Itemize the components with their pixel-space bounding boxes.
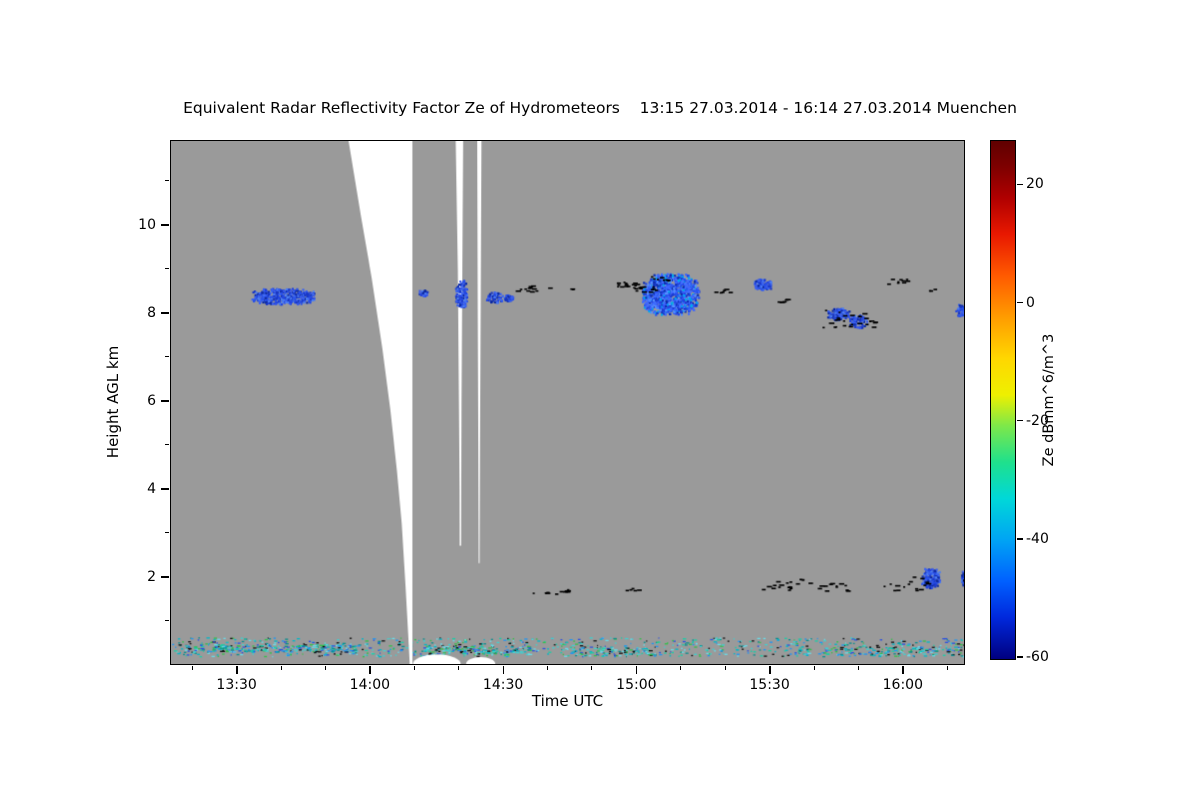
x-minor-tick-mark: [280, 666, 282, 670]
colorbar-tick-label: -40: [1026, 530, 1049, 547]
x-tick-mark: [502, 666, 505, 674]
y-tick-label: 8: [147, 304, 156, 321]
y-tick-mark: [161, 400, 169, 402]
y-tick-label: 10: [138, 216, 156, 233]
colorbar-tick-mark: [1017, 538, 1023, 540]
x-minor-tick-mark: [547, 666, 549, 670]
x-minor-tick-mark: [946, 666, 948, 670]
x-minor-tick-mark: [680, 666, 682, 670]
x-minor-tick-mark: [724, 666, 726, 670]
x-tick-mark: [635, 666, 638, 674]
colorbar-tick-label: 20: [1026, 176, 1044, 193]
colorbar-tick-label: -60: [1026, 649, 1049, 666]
x-minor-tick-mark: [591, 666, 593, 670]
x-axis-label: Time UTC: [531, 692, 604, 710]
y-tick-mark: [161, 576, 169, 578]
colorbar-tick-label: -20: [1026, 412, 1049, 429]
colorbar-tick-mark: [1017, 656, 1023, 658]
x-tick-label: 13:30: [216, 677, 257, 693]
x-minor-tick-mark: [324, 666, 326, 670]
x-tick-mark: [236, 666, 238, 674]
y-minor-tick-mark: [165, 180, 169, 182]
y-tick-label: 4: [147, 480, 156, 497]
x-minor-tick-mark: [191, 666, 193, 670]
x-tick-mark: [769, 666, 771, 674]
colorbar-tick-mark: [1017, 419, 1023, 422]
colorbar-tick-label: 0: [1026, 294, 1035, 311]
y-tick-label: 6: [147, 392, 156, 409]
plot-area: [170, 140, 965, 665]
x-tick-label: 14:00: [349, 677, 391, 693]
colorbar-label: Ze dBmm^6/m^3: [1041, 333, 1057, 467]
y-tick-label: 2: [147, 568, 156, 585]
y-minor-tick-mark: [165, 620, 169, 622]
x-minor-tick-mark: [857, 666, 859, 670]
x-tick-label: 14:30: [482, 677, 524, 693]
chart-title: Equivalent Radar Reflectivity Factor Ze …: [183, 99, 1017, 117]
y-minor-tick-mark: [165, 532, 169, 534]
x-minor-tick-mark: [413, 666, 415, 670]
x-minor-tick-mark: [813, 666, 815, 670]
y-tick-mark: [161, 312, 169, 314]
x-tick-label: 15:00: [616, 677, 657, 693]
y-tick-mark: [161, 488, 169, 490]
plot-canvas: [171, 141, 964, 664]
colorbar-tick-mark: [1017, 183, 1023, 186]
x-tick-label: 15:30: [749, 677, 790, 693]
y-minor-tick-mark: [165, 444, 169, 446]
x-tick-label: 16:00: [882, 677, 923, 693]
colorbar-gradient: [991, 141, 1015, 659]
colorbar-tick-mark: [1017, 301, 1023, 304]
y-minor-tick-mark: [165, 268, 169, 270]
x-tick-mark: [902, 666, 904, 674]
colorbar: [990, 140, 1016, 660]
y-minor-tick-mark: [165, 356, 169, 358]
x-tick-mark: [369, 666, 371, 674]
y-tick-mark: [161, 224, 169, 226]
x-minor-tick-mark: [458, 666, 460, 670]
